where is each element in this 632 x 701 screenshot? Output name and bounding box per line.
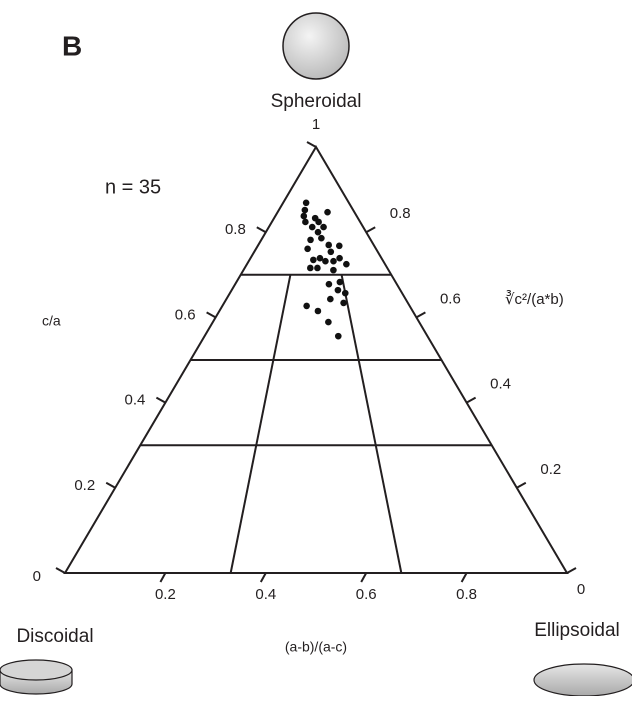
- y2-tick-label: 0.8: [390, 205, 411, 222]
- data-point: [301, 206, 309, 214]
- data-point: [327, 248, 335, 256]
- data-point: [303, 302, 310, 310]
- data-point: [320, 223, 327, 231]
- y-tick: [256, 226, 267, 234]
- data-point: [302, 199, 310, 207]
- y2-tick-label: 0.6: [440, 290, 461, 307]
- x-tick-label: 0.4: [255, 586, 276, 603]
- data-point: [327, 295, 334, 303]
- y2-tick-label: 0.4: [490, 376, 511, 393]
- data-point: [330, 257, 337, 265]
- y2-tick-label: 0: [577, 581, 585, 598]
- y2-axis-label: ∛c²/(a*b): [505, 290, 564, 308]
- y-tick: [306, 141, 317, 148]
- data-point: [318, 234, 325, 242]
- data-point: [334, 286, 342, 294]
- y-axis-label: c/a: [42, 313, 61, 329]
- data-point: [307, 236, 314, 244]
- vertex-label: Discoidal: [16, 626, 93, 647]
- x-tick-label: 0.8: [456, 586, 477, 603]
- data-point: [316, 254, 324, 262]
- y-tick: [105, 481, 116, 489]
- data-point: [304, 245, 311, 253]
- data-point: [300, 212, 308, 220]
- data-point: [325, 318, 332, 326]
- y-tick: [155, 396, 166, 404]
- data-point: [336, 254, 343, 262]
- y-tick-label: 1: [312, 116, 320, 133]
- data-point: [315, 218, 322, 226]
- data-point: [314, 307, 322, 315]
- data-point: [336, 278, 344, 286]
- spheroid-icon: [282, 12, 350, 80]
- class-boundary: [229, 274, 292, 574]
- x-tick: [159, 572, 167, 583]
- data-point: [335, 242, 343, 250]
- data-point: [330, 266, 337, 274]
- y2-tick-label: 0.2: [540, 461, 561, 478]
- x-axis-label: (a-b)/(a-c): [285, 639, 347, 655]
- ellipsoid-icon: [533, 663, 632, 697]
- data-point: [302, 218, 309, 226]
- data-point: [324, 208, 331, 216]
- y2-tick: [516, 481, 527, 489]
- class-boundary: [340, 274, 403, 574]
- data-point: [310, 256, 317, 264]
- discoid-icon: [0, 659, 73, 695]
- data-point: [334, 332, 342, 340]
- data-point: [325, 241, 333, 249]
- chart-title: B: [62, 30, 82, 61]
- y-tick-label: 0: [33, 568, 41, 585]
- annotation: n = 35: [105, 176, 161, 198]
- x-tick-label: 0.2: [155, 586, 176, 603]
- data-point: [306, 264, 314, 272]
- data-point: [314, 228, 322, 236]
- y-tick-label: 0.6: [175, 306, 196, 323]
- y2-tick: [566, 567, 577, 574]
- y-tick-label: 0.8: [225, 221, 246, 238]
- y-tick: [206, 311, 217, 319]
- data-point: [322, 257, 329, 265]
- x-tick: [360, 572, 368, 583]
- data-point: [325, 280, 333, 288]
- data-point: [343, 260, 350, 268]
- y-tick: [55, 567, 66, 574]
- y2-tick: [466, 396, 477, 404]
- x-tick: [460, 572, 468, 583]
- y2-tick: [365, 226, 376, 234]
- y-tick-label: 0.2: [74, 477, 95, 494]
- data-point: [308, 223, 316, 231]
- vertex-label: Ellipsoidal: [534, 620, 620, 641]
- y-tick-label: 0.4: [125, 392, 146, 409]
- data-point: [314, 264, 321, 272]
- vertex-label: Spheroidal: [271, 91, 362, 112]
- data-point: [341, 289, 349, 297]
- y2-tick: [415, 311, 426, 319]
- data-point: [340, 299, 347, 307]
- x-tick-label: 0.6: [356, 586, 377, 603]
- x-tick: [259, 572, 267, 583]
